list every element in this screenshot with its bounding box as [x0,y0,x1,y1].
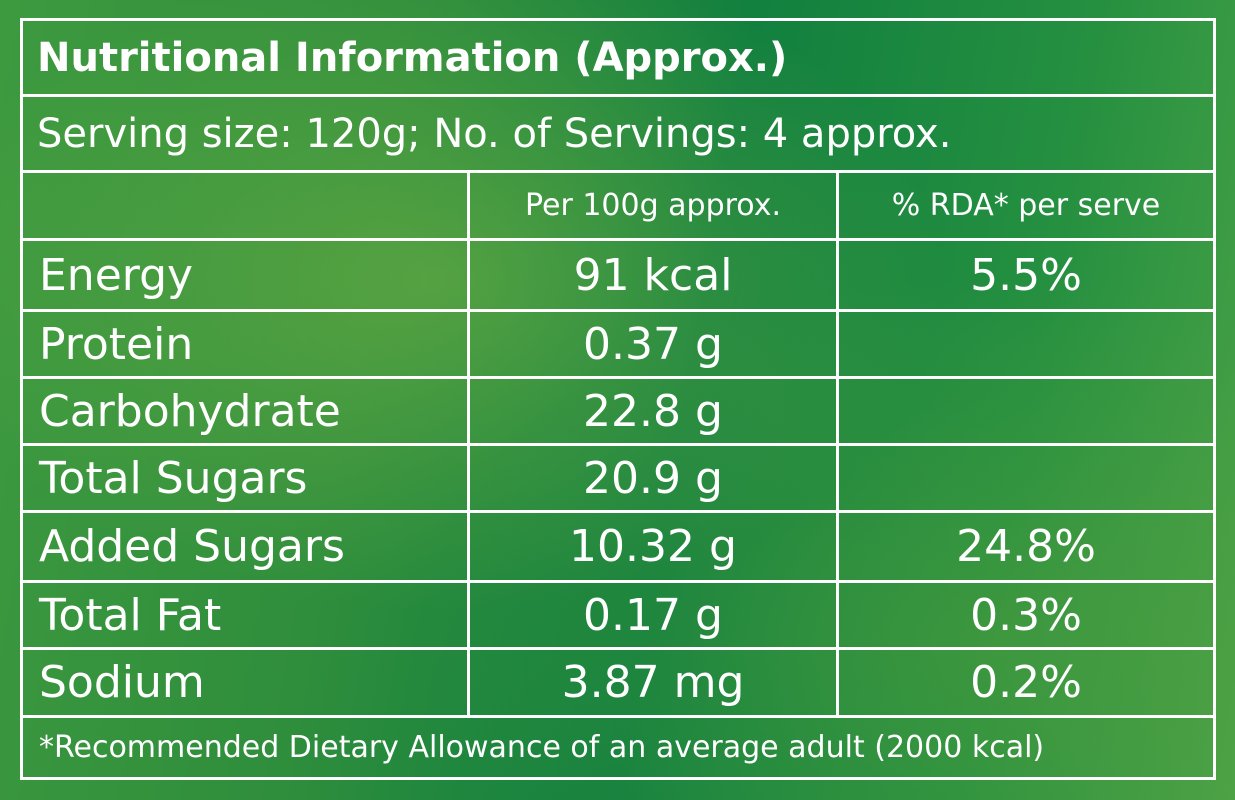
column-header-nutrient [23,173,467,238]
nutrient-rda [836,446,1213,510]
table-title: Nutritional Information (Approx.) [37,34,788,81]
column-header-row: Per 100g approx. % RDA* per serve [23,173,1213,241]
nutrient-name: Carbohydrate [39,385,341,437]
nutrient-rda [836,312,1213,376]
nutrient-per100g: 20.9 g [467,446,836,510]
nutrition-table: Nutritional Information (Approx.) Servin… [20,18,1216,780]
nutrient-name: Added Sugars [39,521,345,572]
nutrient-rda: 5.5% [836,241,1213,309]
table-row-energy: Energy 91 kcal 5.5% [23,241,1213,312]
nutrient-name: Total Sugars [39,452,308,504]
title-row: Nutritional Information (Approx.) [23,21,1213,97]
footnote: *Recommended Dietary Allowance of an ave… [39,730,1045,765]
nutrient-rda: 24.8% [836,513,1213,580]
column-header-rda: % RDA* per serve [836,173,1213,238]
nutrient-per100g: 0.17 g [467,583,836,647]
table-row-total-sugars: Total Sugars 20.9 g [23,446,1213,513]
table-row-protein: Protein 0.37 g [23,312,1213,379]
nutrient-per100g: 22.8 g [467,379,836,443]
serving-row: Serving size: 120g; No. of Servings: 4 a… [23,97,1213,173]
footnote-row: *Recommended Dietary Allowance of an ave… [23,718,1213,777]
nutrient-rda: 0.2% [836,650,1213,715]
table-row-total-fat: Total Fat 0.17 g 0.3% [23,583,1213,650]
nutrient-per100g: 10.32 g [467,513,836,580]
nutrient-name: Total Fat [39,589,222,641]
nutrient-rda: 0.3% [836,583,1213,647]
nutrient-rda [836,379,1213,443]
serving-info: Serving size: 120g; No. of Servings: 4 a… [37,110,952,157]
column-header-per100g: Per 100g approx. [467,173,836,238]
nutrient-name: Sodium [39,657,205,708]
table-row-added-sugars: Added Sugars 10.32 g 24.8% [23,513,1213,583]
nutrient-name: Energy [39,249,194,301]
table-row-carbohydrate: Carbohydrate 22.8 g [23,379,1213,446]
nutrient-per100g: 0.37 g [467,312,836,376]
nutrient-name: Protein [39,318,194,370]
nutrient-per100g: 3.87 mg [467,650,836,715]
table-row-sodium: Sodium 3.87 mg 0.2% [23,650,1213,718]
nutrient-per100g: 91 kcal [467,241,836,309]
